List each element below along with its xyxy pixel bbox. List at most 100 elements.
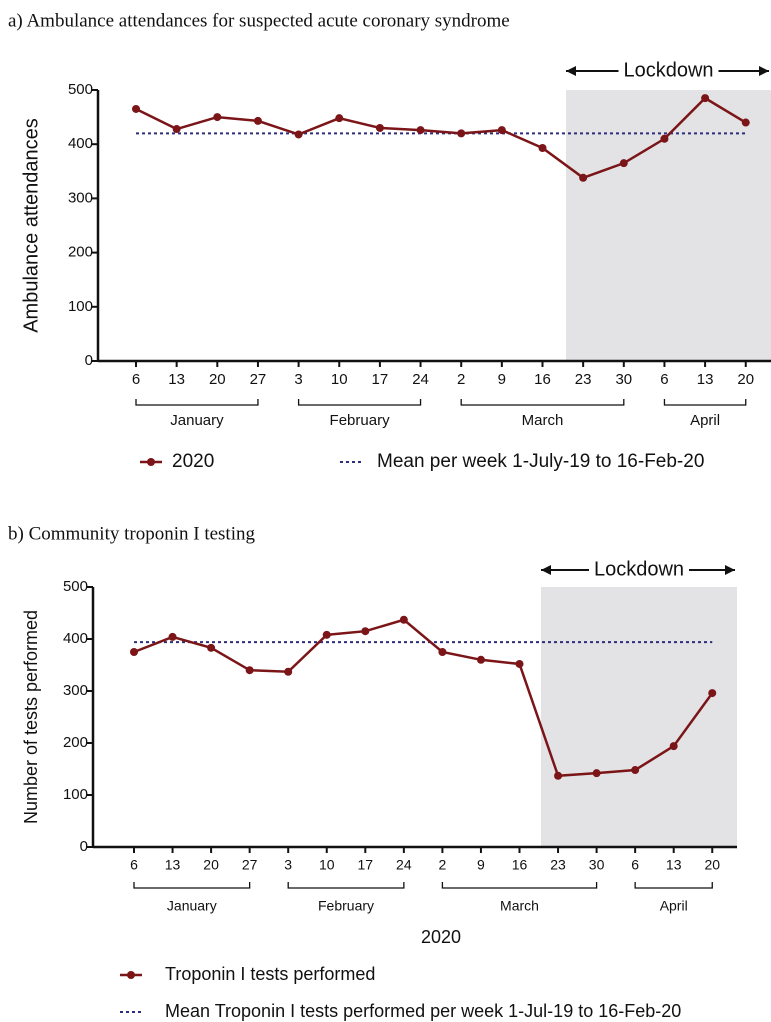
data-point xyxy=(579,173,588,182)
data-point xyxy=(476,655,485,664)
data-point xyxy=(669,742,678,751)
data-point xyxy=(416,126,425,135)
x-tick-label: 30 xyxy=(589,857,605,873)
month-bracket xyxy=(287,882,405,889)
x-tick-label: 16 xyxy=(512,857,528,873)
x-tick-label: 16 xyxy=(534,371,551,388)
data-point xyxy=(322,630,331,639)
x-tick-label: 27 xyxy=(250,371,267,388)
data-point xyxy=(132,104,140,113)
x-tick-label: 20 xyxy=(203,857,219,873)
x-tick-label: 9 xyxy=(477,857,485,873)
legend-label: 2020 xyxy=(172,451,214,472)
data-point xyxy=(631,766,640,775)
month-bracket xyxy=(133,882,251,889)
arrow-head xyxy=(759,66,769,76)
x-tick-label: 24 xyxy=(396,857,412,873)
legend-marker xyxy=(147,458,155,466)
x-tick-label: 6 xyxy=(132,371,140,388)
y-tick-label: 200 xyxy=(63,734,88,751)
x-tick-label: 10 xyxy=(331,371,348,388)
chart: b) Community troponin I testing Lockdown 0… xyxy=(8,523,737,1021)
data-point xyxy=(245,666,254,675)
x-tick-label: 17 xyxy=(372,371,389,388)
y-tick-label: 500 xyxy=(68,81,93,98)
y-tick-label: 0 xyxy=(80,838,88,855)
x-tick-label: 3 xyxy=(294,371,302,388)
month-label: February xyxy=(330,412,391,429)
x-tick-label: 24 xyxy=(412,371,429,388)
data-point xyxy=(708,689,717,698)
data-point xyxy=(361,627,370,636)
data-point xyxy=(294,130,303,139)
y-tick-label: 300 xyxy=(68,189,93,206)
data-point xyxy=(497,126,506,135)
y-axis-label: Number of tests performed xyxy=(21,610,41,824)
x-tick-label: 20 xyxy=(704,857,720,873)
legend-marker xyxy=(127,971,135,979)
x-tick-label: 23 xyxy=(550,857,566,873)
data-point xyxy=(515,659,524,668)
x-tick-label: 23 xyxy=(575,371,592,388)
month-bracket xyxy=(135,399,259,406)
data-point xyxy=(554,771,563,780)
data-point xyxy=(399,615,408,624)
month-bracket xyxy=(460,399,625,406)
month-label: January xyxy=(167,898,217,914)
month-bracket xyxy=(441,882,598,889)
chart-title: b) Community troponin I testing xyxy=(8,523,255,544)
x-axis-label: 2020 xyxy=(421,927,461,947)
legend-label: Mean Troponin I tests performed per week… xyxy=(165,1001,681,1021)
legend-label: Mean per week 1-July-19 to 16-Feb-20 xyxy=(377,451,704,472)
annotation: Lockdown xyxy=(594,558,684,580)
x-tick-label: 3 xyxy=(284,857,292,873)
arrow-head xyxy=(566,66,576,76)
data-point xyxy=(335,114,344,123)
y-tick-label: 300 xyxy=(63,682,88,699)
x-tick-label: 20 xyxy=(737,371,754,388)
month-bracket xyxy=(297,399,422,406)
data-point xyxy=(130,648,138,656)
x-tick-label: 20 xyxy=(209,371,226,388)
series-line xyxy=(133,618,714,778)
x-tick-label: 6 xyxy=(660,371,668,388)
lockdown-shade xyxy=(541,587,737,847)
arrow-head xyxy=(725,565,735,575)
x-tick-label: 13 xyxy=(697,371,714,388)
x-tick-label: 13 xyxy=(165,857,181,873)
x-tick-label: 13 xyxy=(666,857,682,873)
lockdown-shade xyxy=(566,90,771,361)
y-axis-label: Ambulance attendances xyxy=(20,118,42,333)
month-label: March xyxy=(522,412,564,429)
x-tick-label: 13 xyxy=(168,371,185,388)
data-point xyxy=(375,123,384,132)
data-point xyxy=(168,632,177,641)
series-line xyxy=(135,96,747,180)
month-label: February xyxy=(318,898,374,914)
chart-title: a) Ambulance attendances for suspected a… xyxy=(8,10,510,31)
month-label: January xyxy=(170,412,224,429)
annotation: Lockdown xyxy=(623,59,713,81)
data-point xyxy=(660,134,669,143)
data-point xyxy=(457,129,466,138)
data-point xyxy=(592,769,601,778)
x-tick-label: 6 xyxy=(631,857,639,873)
x-tick-label: 17 xyxy=(358,857,374,873)
x-tick-label: 2 xyxy=(457,371,465,388)
month-label: April xyxy=(660,898,688,914)
month-label: April xyxy=(690,412,720,429)
x-tick-label: 9 xyxy=(498,371,506,388)
chart: a) Ambulance attendances for suspected a… xyxy=(8,10,771,472)
data-point xyxy=(207,643,216,652)
x-tick-label: 2 xyxy=(439,857,447,873)
month-bracket xyxy=(663,399,747,406)
x-tick-label: 30 xyxy=(615,371,632,388)
data-point xyxy=(438,648,447,656)
data-point xyxy=(213,113,222,122)
arrow-head xyxy=(541,565,551,575)
y-tick-label: 100 xyxy=(68,298,93,315)
data-point xyxy=(619,159,628,168)
data-point xyxy=(172,125,181,134)
y-tick-label: 100 xyxy=(63,786,88,803)
